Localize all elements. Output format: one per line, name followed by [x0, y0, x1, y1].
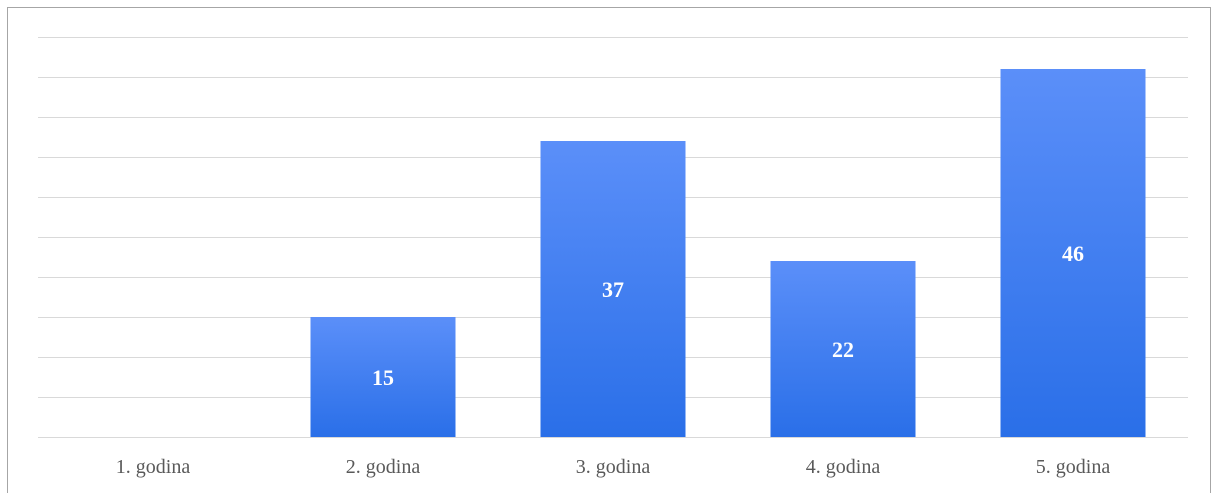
data-labels: 15 37 22 46	[372, 241, 1084, 390]
x-tick-label-1: 1. godina	[116, 456, 191, 478]
bars	[310, 69, 1146, 437]
bar-5	[1000, 69, 1146, 437]
bar-chart: 15 37 22 46 1. godina 2. godina 3. godina 4. g…	[38, 37, 1188, 478]
x-tick-label-4: 4. godina	[806, 456, 881, 478]
x-axis-tick-labels: 1. godina 2. godina 3. godina 4. godina 5. g…	[116, 456, 1111, 478]
x-tick-label-3: 3. godina	[576, 456, 651, 478]
data-label-5: 46	[1062, 241, 1084, 266]
x-tick-label-5: 5. godina	[1036, 456, 1111, 478]
bar-4	[770, 261, 916, 437]
data-label-4: 22	[832, 337, 854, 362]
bar-3	[540, 141, 686, 437]
x-tick-label-2: 2. godina	[346, 456, 421, 478]
data-label-3: 37	[602, 277, 624, 302]
chart-frame: 15 37 22 46 1. godina 2. godina 3. godina 4. g…	[7, 7, 1211, 493]
bar-2	[310, 317, 456, 437]
data-label-2: 15	[372, 365, 394, 390]
